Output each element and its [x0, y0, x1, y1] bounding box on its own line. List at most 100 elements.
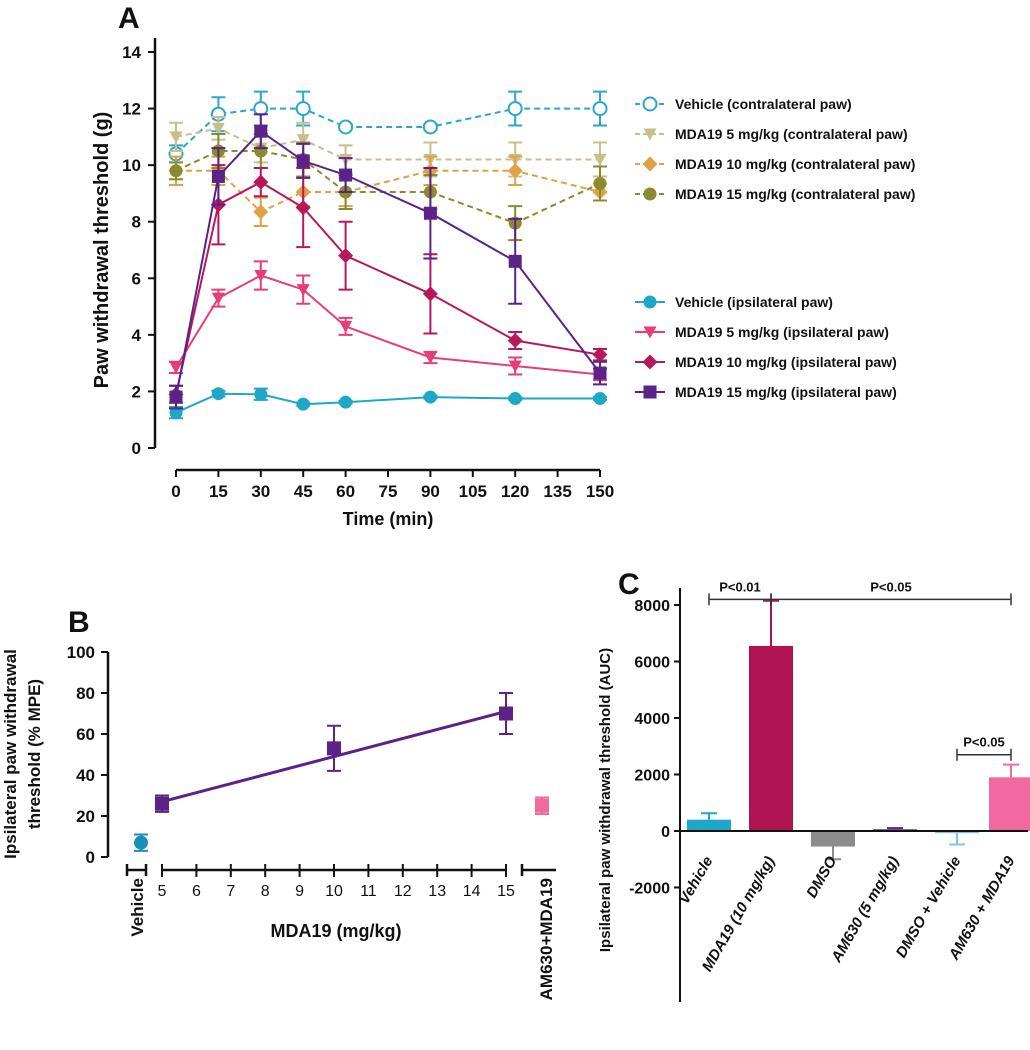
- legend-marker: [643, 385, 657, 399]
- significance-label: P<0.05: [963, 735, 1005, 750]
- y-tick-label: 4000: [634, 711, 670, 728]
- data-point: [295, 101, 311, 117]
- legend-label: MDA19 10 mg/kg (contralateral paw): [675, 156, 915, 172]
- x-tick-label: 13: [428, 883, 446, 900]
- significance-bracket: [956, 748, 1012, 761]
- legend-item: MDA19 5 mg/kg (ipsilateral paw): [635, 324, 889, 340]
- bar-group: [989, 763, 1030, 831]
- x-axis-title: Time (min): [343, 509, 434, 529]
- category-label-left: Vehicle: [128, 878, 147, 937]
- data-point: [593, 392, 607, 405]
- bar: [749, 645, 793, 831]
- legend-marker: [643, 295, 657, 309]
- series-1: [169, 116, 607, 178]
- legend-label: MDA19 5 mg/kg (contralateral paw): [675, 126, 908, 142]
- x-tick-label: 12: [394, 883, 412, 900]
- error-bar: [887, 827, 903, 830]
- legend-label: Vehicle (contralateral paw): [675, 96, 852, 112]
- y-axis-title: threshold (% MPE): [25, 679, 44, 829]
- y-axis-title: Ipsilateral paw withdrawal: [1, 649, 20, 859]
- data-point: [338, 119, 354, 135]
- data-point-group: [499, 692, 513, 735]
- legend-marker: [643, 187, 657, 201]
- bar-group: [811, 831, 855, 861]
- data-point: [254, 269, 268, 282]
- y-tick-label: 6000: [634, 655, 670, 672]
- error-bar: [1003, 763, 1019, 778]
- panel-label-a: A: [118, 2, 140, 35]
- bar: [687, 819, 731, 831]
- y-tick-label: 14: [122, 43, 141, 62]
- legend-item: MDA19 10 mg/kg (contralateral paw): [635, 156, 915, 172]
- data-point: [339, 168, 353, 182]
- significance-bracket: [770, 593, 1012, 606]
- data-point: [422, 119, 438, 135]
- legend-item: Vehicle (contralateral paw): [635, 96, 852, 112]
- x-tick-label: 6: [192, 883, 201, 900]
- data-point: [134, 835, 148, 850]
- panel-a-line-chart: 0 2 4 6 8 10 12 14 0 15 30 45 60 75 90 105 120 135 150 Time…: [91, 38, 915, 529]
- y-tick-label: 6: [132, 269, 141, 288]
- significance-label: P<0.01: [719, 579, 761, 594]
- legend-marker: [642, 354, 658, 370]
- data-point: [592, 101, 608, 117]
- significance-annotation: P<0.01: [708, 579, 772, 606]
- significance-annotation: P<0.05: [770, 579, 1012, 606]
- error-bar: [949, 833, 965, 846]
- x-tick-label: 105: [459, 482, 487, 501]
- legend-item: MDA19 15 mg/kg (ipsilateral paw): [635, 384, 897, 400]
- data-point: [296, 154, 310, 168]
- bar: [989, 777, 1030, 831]
- legend-item: MDA19 5 mg/kg (contralateral paw): [635, 126, 908, 142]
- x-tick-label: 60: [336, 482, 355, 501]
- bar: [811, 831, 855, 847]
- data-point: [327, 741, 341, 756]
- data-point: [253, 204, 269, 220]
- data-point-group: [134, 833, 148, 852]
- data-point: [295, 200, 311, 216]
- y-axis-title: Paw withdrawal threshold (g): [91, 112, 113, 389]
- y-tick-label: 0: [132, 439, 141, 458]
- data-point: [593, 153, 607, 166]
- legend-item: MDA19 15 mg/kg (contralateral paw): [635, 186, 915, 202]
- data-point: [593, 177, 607, 191]
- x-tick-label: DMSO: [803, 853, 840, 901]
- series-line: [175, 107, 600, 155]
- x-tick-label: 14: [463, 883, 481, 900]
- y-tick-label: 2000: [634, 768, 670, 785]
- x-tick-label: 135: [543, 482, 571, 501]
- legend-label: MDA19 10 mg/kg (ipsilateral paw): [675, 354, 897, 370]
- x-tick-label: 30: [251, 482, 270, 501]
- legend-label: Vehicle (ipsilateral paw): [675, 294, 833, 310]
- significance-bracket: [708, 593, 772, 606]
- legend-label: MDA19 5 mg/kg (ipsilateral paw): [675, 324, 889, 340]
- x-tick-label: 15: [497, 883, 515, 900]
- x-tick-label: 10: [325, 883, 343, 900]
- y-tick-label: 0: [661, 824, 670, 841]
- data-point: [338, 248, 354, 264]
- series-line: [176, 169, 601, 213]
- data-point: [535, 798, 549, 813]
- bar-group: [749, 599, 793, 831]
- y-axis-title: Ipsilateral paw withdrawal threshold (AU…: [597, 648, 614, 952]
- x-tick-label: 120: [501, 482, 529, 501]
- data-point: [339, 395, 353, 409]
- x-tick-label: AM630 (5 mg/kg): [828, 854, 903, 967]
- legend-label: MDA19 15 mg/kg (ipsilateral paw): [675, 384, 897, 400]
- y-tick-label: 20: [76, 807, 95, 826]
- data-point-group: [155, 794, 169, 813]
- data-point: [507, 163, 523, 179]
- error-bar: [825, 846, 841, 861]
- bar: [935, 831, 979, 834]
- data-point: [211, 169, 225, 183]
- x-tick-label: 15: [209, 482, 228, 501]
- y-tick-label: 8000: [634, 598, 670, 615]
- x-tick-label: 11: [360, 883, 377, 900]
- series-4: [169, 387, 607, 420]
- series-line: [175, 129, 601, 398]
- data-point-group: [327, 724, 341, 772]
- series-5: [169, 260, 607, 382]
- error-bar: [701, 812, 717, 820]
- y-tick-label: 40: [76, 766, 95, 785]
